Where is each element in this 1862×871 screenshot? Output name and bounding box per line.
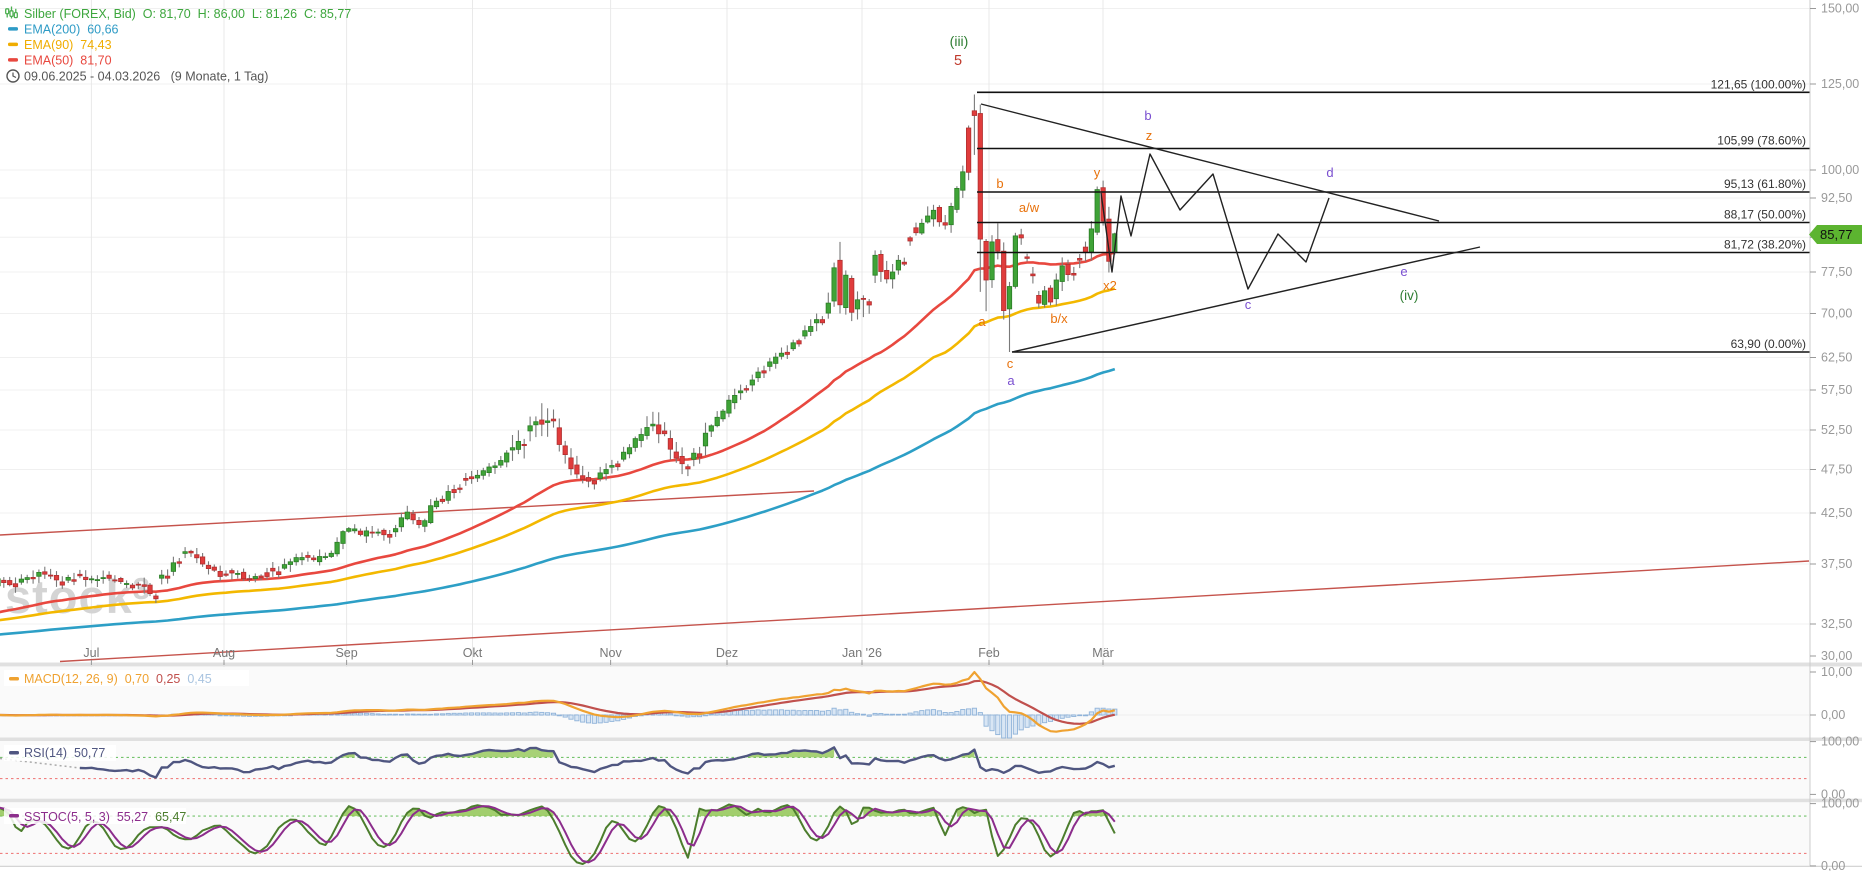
svg-text:EMA(90) 74,43: EMA(90) 74,43 bbox=[24, 38, 112, 52]
svg-text:Sep: Sep bbox=[335, 646, 357, 660]
svg-text:77,50: 77,50 bbox=[1821, 265, 1852, 279]
svg-text:37,50: 37,50 bbox=[1821, 557, 1852, 571]
svg-text:121,65 (100.00%): 121,65 (100.00%) bbox=[1711, 77, 1806, 91]
svg-text:e: e bbox=[1400, 264, 1407, 279]
svg-text:EMA(200) 60,66: EMA(200) 60,66 bbox=[24, 23, 119, 37]
svg-text:47,50: 47,50 bbox=[1821, 463, 1852, 477]
svg-text:RSI(14) 50,77: RSI(14) 50,77 bbox=[24, 746, 105, 760]
svg-text:a: a bbox=[1007, 373, 1015, 388]
svg-text:c: c bbox=[1245, 297, 1252, 312]
svg-text:Aug: Aug bbox=[213, 646, 235, 660]
svg-text:b: b bbox=[1144, 108, 1151, 123]
svg-text:c: c bbox=[1007, 356, 1014, 371]
svg-text:0,00: 0,00 bbox=[1821, 708, 1845, 722]
svg-text:Okt: Okt bbox=[463, 646, 483, 660]
svg-text:70,00: 70,00 bbox=[1821, 307, 1852, 321]
svg-text:0,00: 0,00 bbox=[1821, 859, 1845, 871]
svg-text:42,50: 42,50 bbox=[1821, 506, 1852, 520]
svg-text:100,00: 100,00 bbox=[1821, 163, 1859, 177]
svg-text:b/x: b/x bbox=[1050, 311, 1068, 326]
svg-text:a/w: a/w bbox=[1019, 200, 1040, 215]
svg-text:EMA(50) 81,70: EMA(50) 81,70 bbox=[24, 54, 112, 68]
svg-text:52,50: 52,50 bbox=[1821, 423, 1852, 437]
svg-text:(iv): (iv) bbox=[1400, 288, 1419, 303]
svg-text:Dez: Dez bbox=[716, 646, 738, 660]
svg-text:(iii): (iii) bbox=[950, 33, 969, 49]
svg-text:125,00: 125,00 bbox=[1821, 77, 1859, 91]
svg-text:09.06.2025 - 04.03.2026 (9 M: 09.06.2025 - 04.03.2026 (9 Monate, 1 Tag… bbox=[24, 70, 268, 84]
svg-text:z: z bbox=[1146, 128, 1153, 143]
svg-text:105,99 (78.60%): 105,99 (78.60%) bbox=[1717, 134, 1806, 148]
svg-text:SSTOC(5, 5, 3) 55,27 65,47: SSTOC(5, 5, 3) 55,27 65,47 bbox=[24, 810, 186, 824]
svg-text:y: y bbox=[1094, 165, 1101, 180]
svg-text:Mär: Mär bbox=[1092, 646, 1114, 660]
svg-text:32,50: 32,50 bbox=[1821, 617, 1852, 631]
svg-text:Feb: Feb bbox=[978, 646, 1000, 660]
svg-text:Nov: Nov bbox=[599, 646, 622, 660]
svg-text:0,00: 0,00 bbox=[1821, 787, 1845, 801]
svg-text:5: 5 bbox=[954, 53, 962, 69]
svg-text:Silber (FOREX, Bid) O: 81,70: Silber (FOREX, Bid) O: 81,70 H: 86,00 L:… bbox=[24, 7, 351, 21]
svg-text:30,00: 30,00 bbox=[1821, 649, 1852, 663]
svg-text:88,17 (50.00%): 88,17 (50.00%) bbox=[1724, 208, 1806, 222]
svg-text:MACD(12, 26, 9) 0,70 0,25 0: MACD(12, 26, 9) 0,70 0,25 0,45 bbox=[24, 672, 212, 686]
svg-text:Jan '26: Jan '26 bbox=[842, 646, 882, 660]
svg-text:100,00: 100,00 bbox=[1821, 797, 1859, 811]
svg-text:62,50: 62,50 bbox=[1821, 351, 1852, 365]
svg-text:100,00: 100,00 bbox=[1821, 735, 1859, 749]
svg-text:85,77: 85,77 bbox=[1820, 227, 1853, 242]
svg-text:92,50: 92,50 bbox=[1821, 191, 1852, 205]
svg-text:b: b bbox=[996, 176, 1003, 191]
svg-text:95,13 (61.80%): 95,13 (61.80%) bbox=[1724, 177, 1806, 191]
svg-text:d: d bbox=[1326, 165, 1333, 180]
svg-text:x2: x2 bbox=[1103, 278, 1117, 293]
svg-text:57,50: 57,50 bbox=[1821, 383, 1852, 397]
svg-text:10,00: 10,00 bbox=[1821, 665, 1852, 679]
svg-text:150,00: 150,00 bbox=[1821, 2, 1859, 16]
svg-text:a: a bbox=[978, 314, 986, 329]
svg-text:81,72 (38.20%): 81,72 (38.20%) bbox=[1724, 238, 1806, 252]
svg-text:Jul: Jul bbox=[83, 646, 99, 660]
svg-text:63,90 (0.00%): 63,90 (0.00%) bbox=[1731, 337, 1806, 351]
